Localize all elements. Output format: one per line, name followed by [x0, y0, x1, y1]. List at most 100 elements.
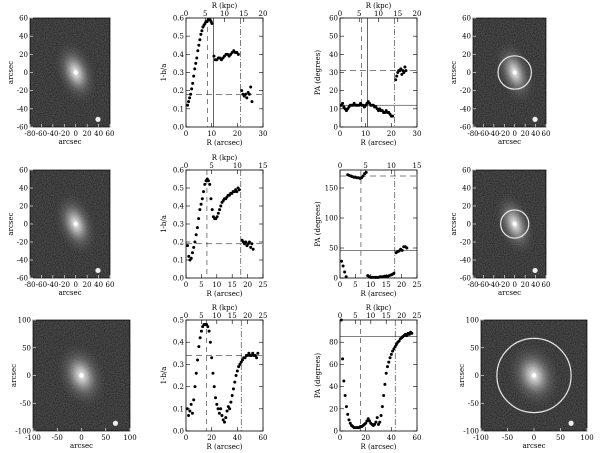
plot-frame [185, 17, 264, 128]
y-tick-label: 20 [329, 405, 338, 413]
x-axis-label: arcsec [58, 289, 81, 297]
data-point [215, 402, 219, 406]
data-point [194, 61, 198, 65]
data-point [189, 92, 193, 96]
x-tick-label: 25 [413, 281, 422, 289]
x-tick-label: 60 [542, 130, 551, 138]
data-point [190, 87, 194, 91]
x-tick-label: -100 [25, 434, 41, 442]
galaxy-image-left-row-2: -80 -60 -40 -20 0 20 40 606040200-20-40-60arcse… [7, 167, 114, 298]
x-tick-label: 40 [94, 130, 103, 138]
data-point [399, 67, 403, 71]
data-point [223, 420, 226, 424]
y-tick-label: 20 [19, 203, 28, 211]
y-tick-label: -40 [17, 105, 28, 113]
top-tick-label: 20 [397, 312, 406, 320]
data-point [208, 340, 212, 344]
top-tick-label: 0 [184, 10, 188, 18]
top-tick-label: 10 [387, 162, 396, 170]
y-tick-label: 0.2 [173, 87, 184, 95]
top-tick-label: 5 [357, 10, 361, 18]
data-point [383, 382, 387, 386]
x-tick-label: -80 [467, 281, 478, 289]
y-tick-label: 0 [334, 428, 338, 436]
ellipticity-plot-row-1: 0 10 20 300.00.10.20.30.40.50.60 5 10 15 20R (a… [160, 2, 267, 147]
data-point [405, 334, 409, 338]
data-point [368, 419, 372, 423]
data-point [212, 54, 216, 58]
data-point [364, 421, 368, 425]
data-point [187, 100, 191, 104]
data-point [224, 416, 228, 420]
data-point [212, 385, 216, 389]
data-point [199, 329, 203, 333]
x-tick-label: -80 [467, 130, 478, 138]
y-axis-label: arcsec [7, 61, 15, 84]
top-axis-label: R (kpc) [212, 2, 238, 10]
data-point [407, 332, 411, 336]
data-point [199, 32, 203, 36]
data-point [189, 402, 193, 406]
x-tick-label: 50 [101, 434, 110, 442]
data-point [250, 242, 254, 246]
top-tick-label: 0 [184, 312, 188, 320]
data-point [186, 244, 190, 248]
data-point [193, 240, 197, 244]
data-point [237, 188, 241, 192]
y-tick-label: 40 [19, 33, 28, 41]
y-tick-label: 60 [19, 167, 28, 175]
top-tick-label: 15 [382, 312, 391, 320]
top-tick-label: 0 [338, 162, 342, 170]
data-point [245, 96, 249, 100]
foreground-star [112, 420, 119, 426]
y-tick-label: 0.4 [173, 203, 185, 211]
data-point [206, 179, 210, 183]
x-tick-label: 10 [361, 130, 370, 138]
data-point [187, 413, 191, 417]
data-point [202, 190, 206, 194]
data-point [403, 65, 407, 69]
y-tick-label: 0.5 [173, 185, 184, 193]
y-tick-label: 0 [334, 275, 338, 283]
galaxy-nucleus [512, 70, 517, 75]
x-tick-label: 20 [83, 130, 92, 138]
aperture-circle [500, 209, 530, 239]
galaxy-image-right-row-2: -80 -60 -40 -20 0 20 40 606040200-20-40-60arcse… [450, 167, 550, 298]
data-point [251, 247, 255, 251]
plot-frame [339, 169, 418, 279]
data-point [397, 339, 401, 343]
foreground-star [95, 116, 101, 122]
data-point [190, 411, 194, 415]
x-tick-label: 25 [259, 281, 268, 289]
data-point [218, 208, 222, 212]
data-point [193, 67, 197, 71]
x-tick-label: 0 [184, 434, 188, 442]
galaxy-image-right-row-3: -100 -50 0 50 100 100 50 0 -50 -100 arcsec arcsec [458, 317, 594, 451]
y-tick-label: 0 [27, 372, 31, 380]
data-point [379, 413, 383, 417]
data-point [393, 345, 397, 349]
y-tick-label: -40 [17, 257, 28, 265]
data-point [199, 202, 203, 206]
data-point [344, 405, 348, 409]
x-tick-label: 0 [184, 281, 188, 289]
foreground-star [532, 116, 538, 122]
y-tick-label: -20 [460, 239, 471, 247]
x-tick-label: 60 [106, 281, 115, 289]
data-point [233, 380, 237, 384]
top-tick-label: 15 [228, 312, 237, 320]
data-point [244, 92, 248, 96]
x-tick-label: 100 [580, 434, 593, 442]
data-point [251, 351, 255, 355]
data-point [366, 417, 370, 421]
data-point [190, 251, 194, 255]
galaxy-image-left-row-3: -100 -50 0 50 100 100 50 0 -50 -100 arcsec arcsec [10, 317, 137, 451]
data-point [194, 233, 198, 237]
x-tick-label: -40 [47, 281, 58, 289]
x-tick-label: 0 [184, 130, 188, 138]
y-tick-label: -40 [460, 105, 471, 113]
aperture-circle [496, 337, 572, 414]
x-tick-label: -80 [24, 281, 35, 289]
y-tick-label: -50 [468, 400, 479, 408]
x-tick-label: 40 [531, 130, 540, 138]
